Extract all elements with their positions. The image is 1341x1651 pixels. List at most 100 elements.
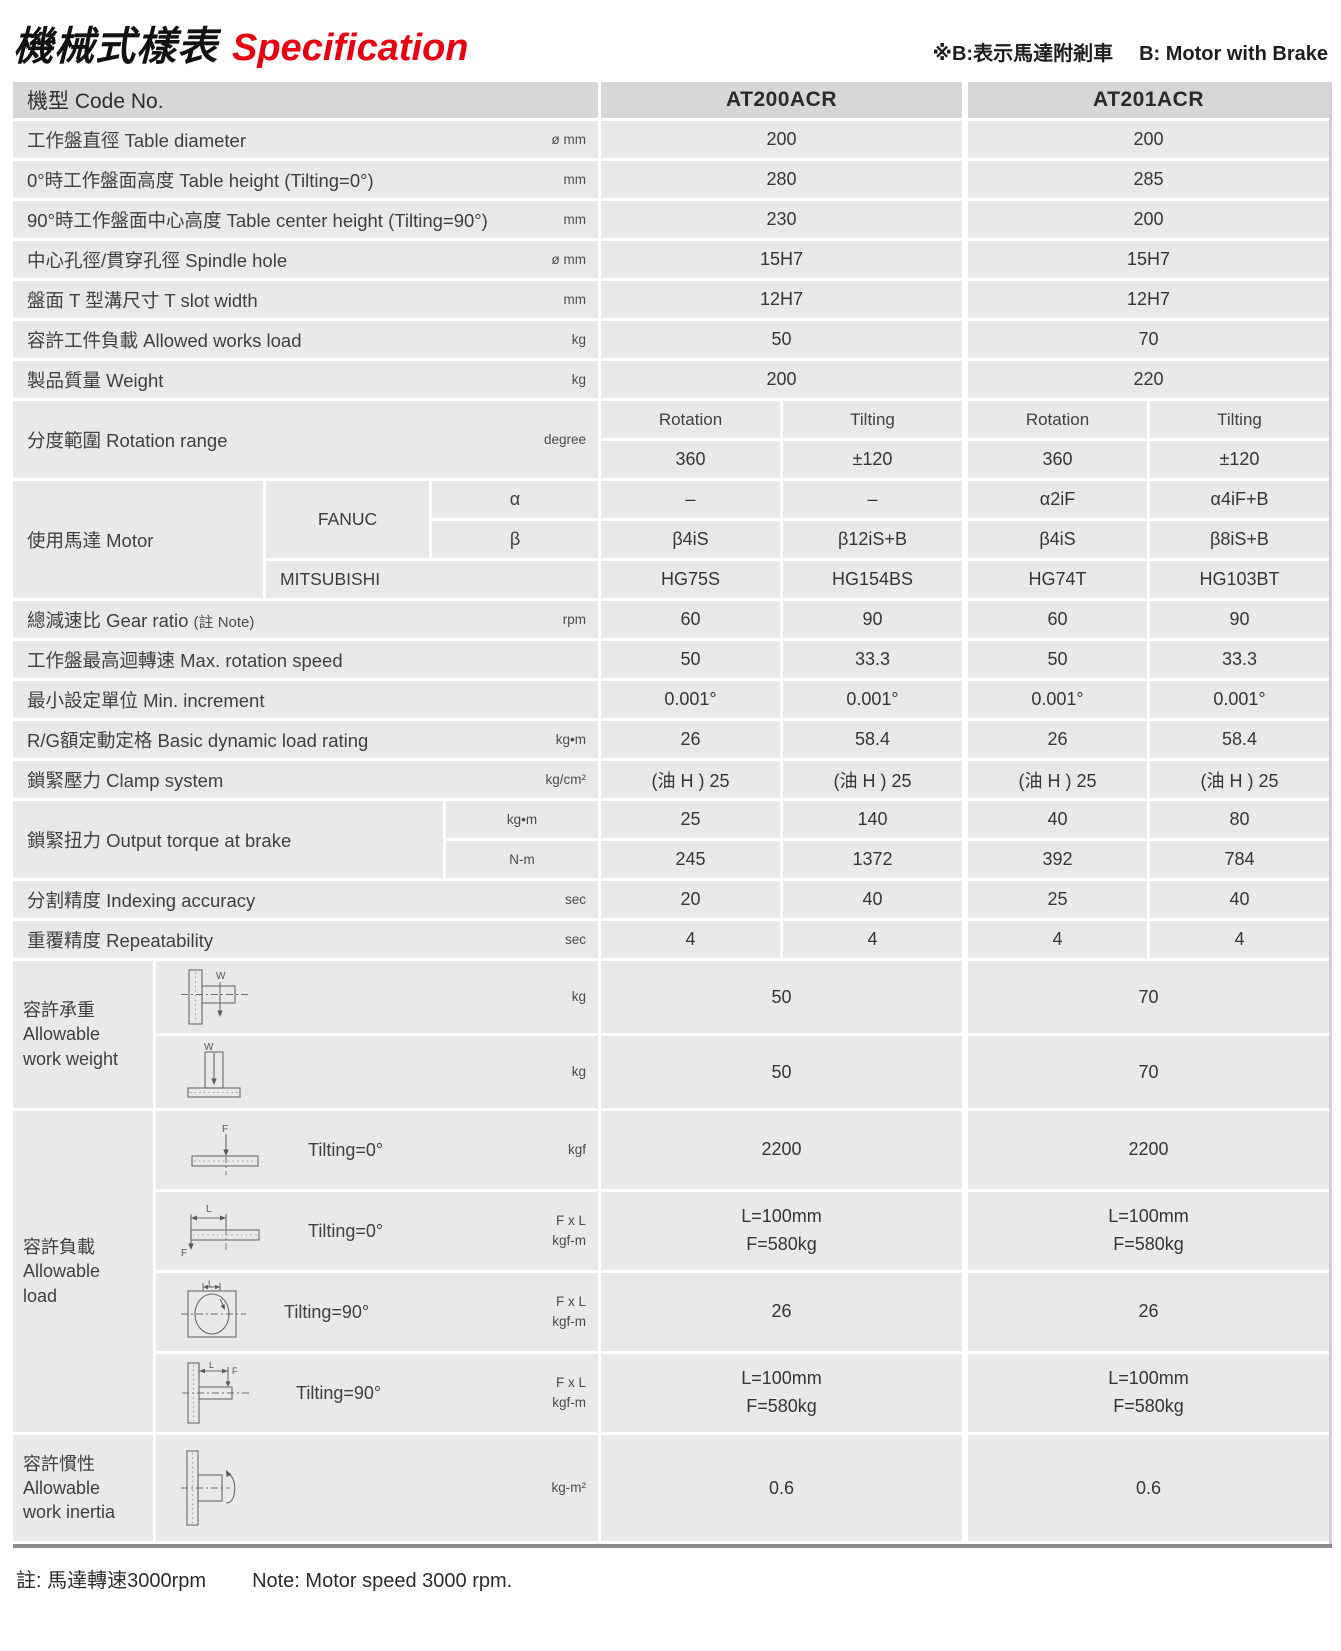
brand-mitsubishi: MITSUBISHI bbox=[266, 561, 598, 598]
row-label-note: (註 Note) bbox=[193, 613, 255, 631]
value-cell: 245 bbox=[601, 841, 780, 878]
value-cell: 285 bbox=[968, 161, 1329, 198]
section-label-en: Allowable bbox=[23, 1024, 101, 1045]
value-cell: 2200 bbox=[968, 1111, 1329, 1189]
value-cell: 280 bbox=[601, 161, 962, 198]
section-label-zh: 容許負載 bbox=[23, 1237, 95, 1258]
row-unit: F x L bbox=[555, 1212, 586, 1228]
tilted-table-front-icon: L bbox=[181, 1279, 246, 1338]
table-row-allowable-work-inertia: 容許慣性 Allowable work inertia kg-m² 0.6 0.… bbox=[13, 1435, 1329, 1541]
value-cell: HG154BS bbox=[783, 561, 962, 598]
value-cell: 200 bbox=[601, 361, 962, 398]
value-cell: 26 bbox=[968, 721, 1147, 758]
table-row-clamp-system: 鎖緊壓力 Clamp system kg/cm² (油 H ) 25 (油 H )… bbox=[13, 761, 1329, 798]
value-cell: 220 bbox=[968, 361, 1329, 398]
value-cell: 33.3 bbox=[783, 641, 962, 678]
row-label: 鎖緊扭力 Output torque at brake bbox=[27, 829, 292, 851]
table-row-spindle-hole: 中心孔徑/貫穿孔徑 Spindle hole ø mm 15H7 15H7 bbox=[13, 241, 1329, 278]
value-cell: β4iS bbox=[968, 521, 1147, 558]
svg-text:L: L bbox=[209, 1360, 214, 1370]
value-cell: 360 bbox=[968, 441, 1147, 478]
value-cell: 50 bbox=[601, 1036, 962, 1108]
value-cell: 0.6 bbox=[601, 1435, 962, 1541]
value-cell: 26 bbox=[601, 721, 780, 758]
subhead-tilting: Tilting bbox=[783, 401, 962, 438]
value-cell: (油 H ) 25 bbox=[968, 761, 1147, 798]
row-unit: kg bbox=[571, 332, 586, 347]
value-cell: 4 bbox=[968, 921, 1147, 958]
value-cell: (油 H ) 25 bbox=[1150, 761, 1329, 798]
row-unit: rpm bbox=[562, 612, 586, 627]
code-no-header: 機型 Code No. bbox=[13, 82, 598, 118]
section-label-zh: 容許慣性 bbox=[23, 1453, 95, 1474]
value-cell: 0.001° bbox=[601, 681, 780, 718]
section-label-en: work inertia bbox=[23, 1502, 116, 1523]
value-cell: 0.001° bbox=[968, 681, 1147, 718]
value-cell: 50 bbox=[601, 641, 780, 678]
table-row-table-diameter: 工作盤直徑 Table diameter ø mm 200 200 bbox=[13, 121, 1329, 158]
row-unit: sec bbox=[564, 932, 586, 947]
svg-text:F: F bbox=[222, 1124, 228, 1135]
section-label-en: Allowable bbox=[23, 1477, 101, 1498]
svg-text:W: W bbox=[216, 971, 226, 982]
row-label: 中心孔徑/貫穿孔徑 Spindle hole bbox=[27, 249, 288, 271]
value-cell: 0.6 bbox=[968, 1435, 1329, 1541]
page-title-zh: 機械式樣表 bbox=[13, 25, 218, 69]
value-cell: ±120 bbox=[783, 441, 962, 478]
subhead-tilting: Tilting bbox=[1150, 401, 1329, 438]
row-label: 90°時工作盤面中心高度 Table center height (Tiltin… bbox=[27, 209, 488, 231]
series-beta: β bbox=[432, 521, 598, 558]
row-unit: kg bbox=[571, 1063, 586, 1079]
value-cell: α2iF bbox=[968, 481, 1147, 518]
value-cell: 90 bbox=[1150, 601, 1329, 638]
footer-note-en: Note: Motor speed 3000 rpm. bbox=[252, 1570, 513, 1592]
model-header-at201acr: AT201ACR bbox=[968, 82, 1329, 118]
row-unit: mm bbox=[563, 212, 587, 227]
row-label: 最小設定單位 Min. increment bbox=[27, 689, 265, 711]
value-cell: 0.001° bbox=[1150, 681, 1329, 718]
row-unit: F x L bbox=[555, 1293, 586, 1309]
load-caption: Tilting=0° bbox=[308, 1220, 384, 1241]
row-unit: mm bbox=[563, 172, 587, 187]
value-cell: 230 bbox=[601, 201, 962, 238]
value-cell: 58.4 bbox=[783, 721, 962, 758]
table-row-gear-ratio: 總減速比 Gear ratio (註 Note) rpm 60 90 60 90 bbox=[13, 601, 1329, 638]
table-row-weight: 製品質量 Weight kg 200 220 bbox=[13, 361, 1329, 398]
value-cell: 33.3 bbox=[1150, 641, 1329, 678]
row-unit: mm bbox=[563, 292, 587, 307]
row-unit: F x L bbox=[555, 1374, 586, 1390]
section-label-en: work weight bbox=[23, 1048, 119, 1069]
value-cell: HG74T bbox=[968, 561, 1147, 598]
table-row-repeatability: 重覆精度 Repeatability sec 4 4 4 4 bbox=[13, 921, 1329, 958]
row-label: 使用馬達 Motor bbox=[27, 529, 154, 551]
value-cell: 70 bbox=[968, 1036, 1329, 1108]
value-cell: 70 bbox=[968, 961, 1329, 1033]
value-cell: ±120 bbox=[1150, 441, 1329, 478]
value-cell: 25 bbox=[601, 801, 780, 838]
flat-table-moment-icon: L F bbox=[181, 1204, 260, 1259]
table-bottom-rule bbox=[13, 1544, 1332, 1548]
load-caption: Tilting=0° bbox=[308, 1139, 384, 1160]
value-cell: 12H7 bbox=[601, 281, 962, 318]
row-unit: sec bbox=[564, 892, 586, 907]
section-label-en: Allowable bbox=[23, 1261, 101, 1282]
table-top-weight-icon: W bbox=[187, 1042, 241, 1098]
value-cell: 40 bbox=[968, 801, 1147, 838]
row-unit: kgf bbox=[567, 1141, 586, 1157]
row-label: 分度範圍 Rotation range bbox=[27, 429, 228, 451]
brake-note: ※B:表示馬達附剎車 B: Motor with Brake bbox=[933, 37, 1328, 72]
value-cell: L=100mm F=580kg bbox=[601, 1354, 962, 1432]
title-bar: 機械式樣表 Specification ※B:表示馬達附剎車 B: Motor … bbox=[0, 0, 1341, 82]
value-cell: 140 bbox=[783, 801, 962, 838]
value-cell: 15H7 bbox=[601, 241, 962, 278]
value-cell: 200 bbox=[968, 121, 1329, 158]
torque-unit: N-m bbox=[446, 841, 598, 878]
load-caption: Tilting=90° bbox=[296, 1382, 382, 1403]
value-cell: HG75S bbox=[601, 561, 780, 598]
value-cell: 200 bbox=[601, 121, 962, 158]
flat-table-force-icon: F bbox=[191, 1124, 259, 1175]
table-row-allowed-works-load: 容許工件負載 Allowed works load kg 50 70 bbox=[13, 321, 1329, 358]
value-cell: 70 bbox=[968, 321, 1329, 358]
value-cell: 80 bbox=[1150, 801, 1329, 838]
